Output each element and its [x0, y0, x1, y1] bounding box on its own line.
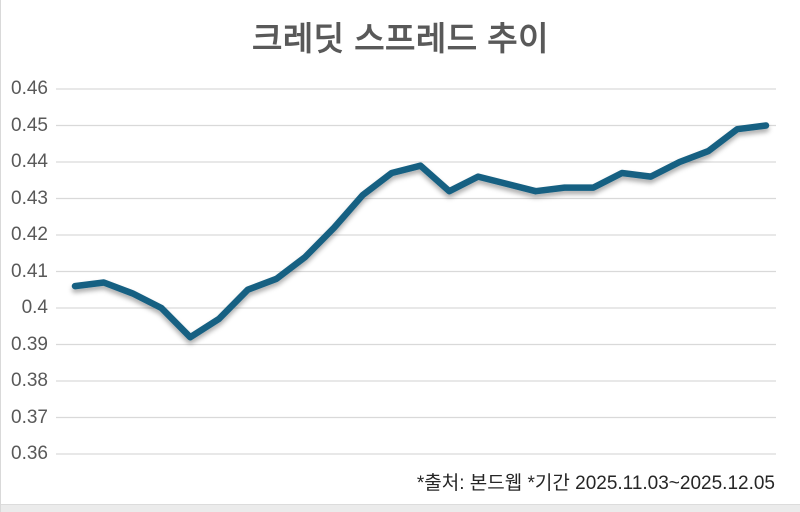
y-axis-tick-label: 0.43 [11, 187, 48, 209]
y-axis-tick-label: 0.45 [11, 114, 48, 136]
chart-title: 크레딧 스프레드 추이 [251, 20, 550, 57]
y-axis-tick-label: 0.36 [11, 443, 48, 464]
y-axis-tick-label: 0.46 [11, 78, 48, 99]
y-axis-tick-label: 0.38 [11, 370, 48, 391]
y-axis-tick-label: 0.37 [11, 406, 48, 428]
y-axis-tick-label: 0.44 [11, 151, 48, 172]
bottom-strip [1, 504, 800, 512]
y-axis-tick-label: 0.4 [21, 297, 48, 318]
y-axis-tick-label: 0.39 [11, 333, 48, 355]
y-axis-tick-label: 0.42 [11, 224, 48, 245]
source-footnote: *출처: 본드웹 *기간 2025.11.03~2025.12.05 [416, 473, 775, 494]
y-axis-tick-label: 0.41 [11, 260, 48, 282]
spread-line-series [71, 122, 770, 341]
gridlines-group [56, 88, 776, 455]
